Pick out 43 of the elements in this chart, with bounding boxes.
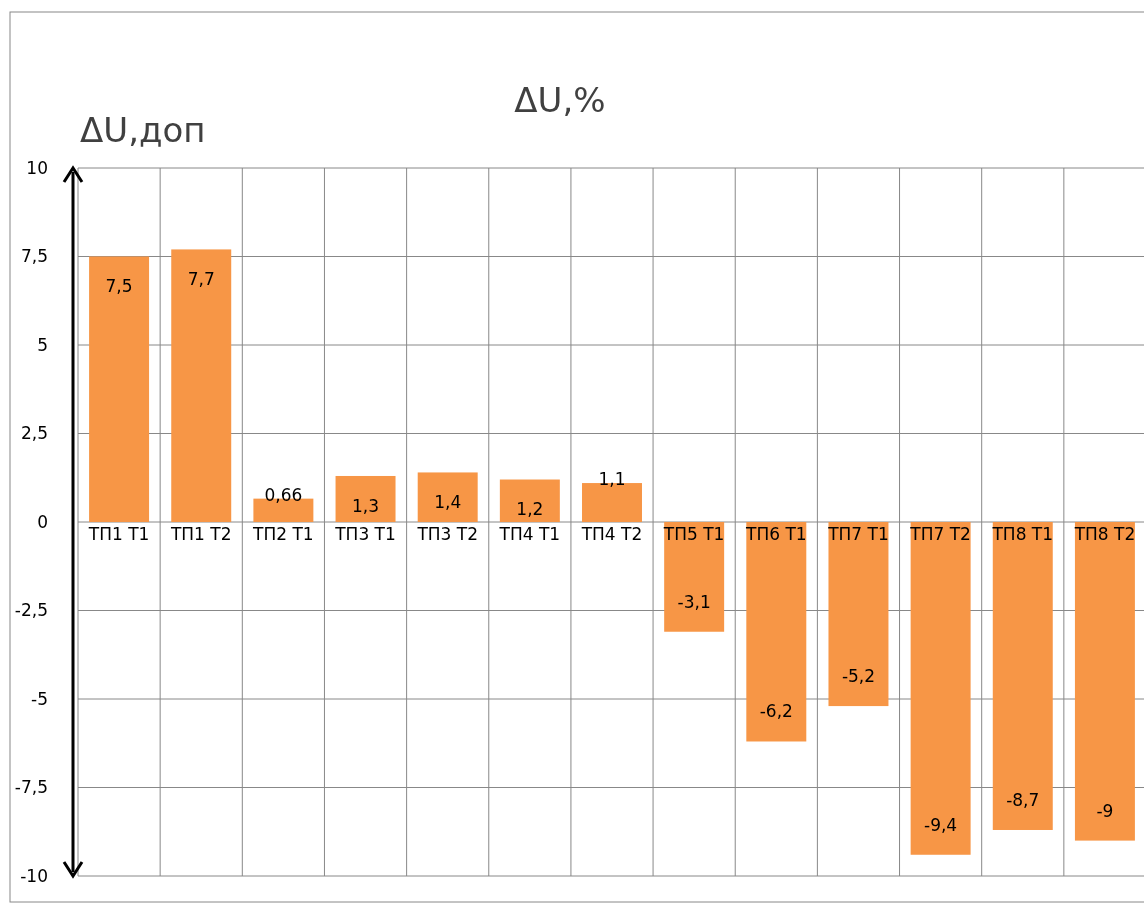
- x-tick-label: ТП4 Т1: [498, 523, 561, 544]
- x-tick-label: ТП7 Т1: [827, 523, 889, 544]
- x-tick-label: ТП1 Т2: [169, 523, 232, 544]
- bar: [910, 522, 971, 855]
- x-tick-label: ТП1 Т1: [87, 523, 150, 544]
- bar: [417, 472, 478, 522]
- data-label: 7,7: [187, 269, 215, 290]
- bar: [335, 475, 396, 522]
- data-label: -3,1: [677, 591, 711, 612]
- x-tick-label: ТП4 Т2: [580, 523, 643, 544]
- data-label: -9,4: [924, 814, 958, 835]
- bar: [1074, 522, 1135, 841]
- data-label: -9: [1096, 800, 1114, 821]
- y-tick-label: 10: [26, 157, 48, 178]
- y-axis-title: ΔU,доп: [80, 110, 206, 150]
- data-label: 1,3: [352, 495, 380, 516]
- data-label: -8,7: [1006, 789, 1040, 810]
- y-tick-label: 7,5: [20, 246, 48, 267]
- x-tick-label: ТП3 Т1: [334, 523, 396, 544]
- bar: [499, 479, 560, 522]
- bar: [828, 522, 889, 707]
- y-tick-label: 0: [37, 511, 48, 532]
- bar: [992, 522, 1053, 830]
- bar: [171, 249, 232, 522]
- data-label: 1,2: [516, 499, 544, 520]
- x-tick-label: ТП7 Т2: [909, 523, 971, 544]
- bar: [746, 522, 807, 742]
- y-tick-label: -2,5: [14, 600, 48, 621]
- data-label: 7,5: [105, 276, 133, 297]
- data-label: -5,2: [841, 666, 876, 687]
- y-tick-label: -7,5: [14, 777, 48, 798]
- x-tick-label: ТП6 Т1: [745, 523, 807, 544]
- x-tick-label: ТП2 Т1: [252, 523, 314, 544]
- y-tick-label: 5: [37, 334, 48, 355]
- y-tick-label: -5: [31, 688, 48, 709]
- x-tick-label: ТП3 Т2: [416, 523, 478, 544]
- bar: [89, 256, 150, 522]
- chart-title: ΔU,%: [514, 80, 606, 120]
- data-label: 1,4: [434, 492, 462, 513]
- y-tick-label: 2,5: [20, 423, 48, 444]
- bar: [664, 522, 725, 632]
- y-tick-label: -10: [20, 865, 48, 886]
- data-label: -6,2: [759, 701, 793, 722]
